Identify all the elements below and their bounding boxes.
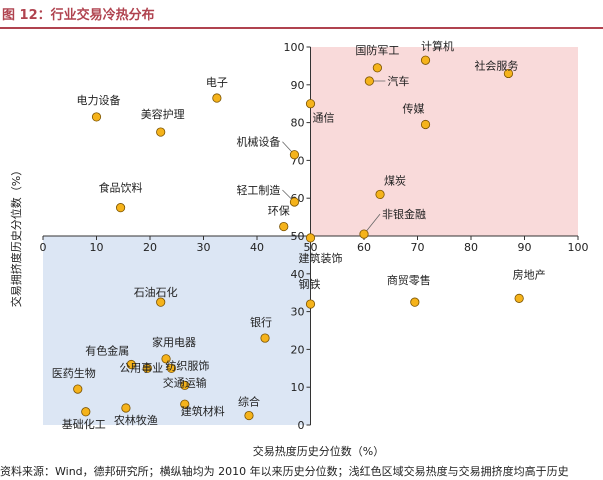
data-point <box>503 68 514 79</box>
x-tick-label: 60 <box>357 241 371 254</box>
y-tick-label: 40 <box>291 268 305 281</box>
point-label: 商贸零售 <box>387 273 431 287</box>
point-label: 基础化工 <box>62 417 106 431</box>
point-label: 农林牧渔 <box>114 413 158 427</box>
data-point <box>126 359 136 370</box>
point-label: 国防军工 <box>355 43 399 57</box>
point-label: 环保 <box>268 204 290 218</box>
data-point <box>121 403 131 413</box>
x-tick-label: 90 <box>518 241 532 254</box>
x-tick-label: 70 <box>411 241 425 254</box>
data-point <box>289 150 300 160</box>
y-tick-label: 20 <box>291 343 305 356</box>
data-point <box>420 55 431 65</box>
data-point <box>81 407 91 417</box>
point-label: 传媒 <box>403 102 425 115</box>
y-axis-title: 交易拥挤度历史分位数（%） <box>9 165 23 307</box>
data-point <box>73 384 83 394</box>
data-point <box>305 99 316 109</box>
point-label: 电子 <box>206 76 228 89</box>
source-note: 资料来源：Wind，德邦研究所；横纵轴均为 2010 年以来历史分位数；浅红色区… <box>0 465 569 478</box>
point-label: 机械设备 <box>236 135 280 149</box>
point-label: 有色金属 <box>85 344 129 358</box>
point-label: 交通运输 <box>163 375 207 389</box>
point-label: 社会服务 <box>474 58 518 72</box>
data-point <box>289 197 300 207</box>
data-point <box>359 229 369 239</box>
y-tick-label: 30 <box>291 306 305 319</box>
data-point <box>142 363 152 373</box>
x-tick-label: 40 <box>250 241 264 254</box>
y-tick-label: 90 <box>291 79 305 92</box>
x-tick-label: 100 <box>568 241 589 254</box>
x-tick-label: 30 <box>197 241 211 254</box>
point-label: 轻工制造 <box>236 183 280 197</box>
data-point <box>91 112 102 122</box>
data-point <box>420 119 431 130</box>
x-tick-label: 20 <box>143 241 157 254</box>
data-point <box>305 233 316 243</box>
data-point <box>156 127 166 137</box>
x-axis-title: 交易热度历史分位数（%） <box>253 444 384 458</box>
point-label: 建筑装饰 <box>299 251 343 265</box>
data-point <box>212 93 222 103</box>
hot-zone <box>310 47 578 236</box>
data-point <box>166 363 176 373</box>
point-label: 公用事业 <box>119 361 163 374</box>
point-label: 银行 <box>250 315 272 329</box>
cold-zone <box>43 236 311 425</box>
point-label: 电力设备 <box>77 93 121 107</box>
point-label: 食品饮料 <box>99 181 143 195</box>
point-label: 家用电器 <box>152 335 196 349</box>
x-tick-label: 10 <box>90 241 104 254</box>
y-tick-label: 80 <box>291 117 305 130</box>
y-tick-label: 0 <box>298 419 305 432</box>
data-point <box>161 354 171 364</box>
data-point <box>180 399 190 409</box>
point-label: 建筑材料 <box>181 404 225 418</box>
point-label: 煤炭 <box>384 174 406 187</box>
point-label: 综合 <box>238 395 260 409</box>
data-point <box>514 293 524 303</box>
title-rule <box>0 27 603 29</box>
data-point <box>375 189 385 200</box>
y-tick-label: 50 <box>291 230 305 243</box>
data-point <box>156 297 166 307</box>
x-tick-label: 80 <box>464 241 478 254</box>
y-tick-label: 100 <box>284 41 305 54</box>
point-label: 通信 <box>313 112 335 125</box>
figure-title: 图 12：行业交易冷热分布 <box>2 8 155 23</box>
point-label: 汽车 <box>387 74 409 88</box>
data-point <box>410 297 420 307</box>
x-tick-label: 0 <box>40 241 47 254</box>
point-label: 房地产 <box>513 267 546 281</box>
data-point <box>279 221 289 232</box>
data-point <box>115 203 126 213</box>
point-label: 美容护理 <box>141 107 185 121</box>
data-point <box>305 299 316 309</box>
point-label: 石油石化 <box>134 285 178 299</box>
point-label: 医药生物 <box>52 366 96 380</box>
point-label: 非银金融 <box>382 207 426 221</box>
y-tick-label: 10 <box>291 381 305 394</box>
data-point <box>260 333 270 343</box>
point-label: 钢铁 <box>299 278 321 291</box>
x-tick-label: 50 <box>304 241 318 254</box>
data-point <box>244 410 254 421</box>
data-point <box>364 76 374 86</box>
data-point <box>180 380 190 390</box>
data-point <box>372 63 382 73</box>
point-label: 纺织服饰 <box>165 358 209 372</box>
point-label: 计算机 <box>421 39 454 53</box>
